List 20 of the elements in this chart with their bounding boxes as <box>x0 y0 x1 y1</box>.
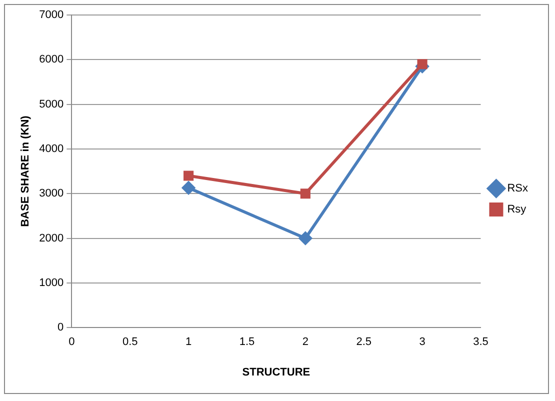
x-tick-label: 2.5 <box>356 336 372 348</box>
x-tick-label: 1 <box>185 336 192 348</box>
x-tick-label: 3 <box>419 336 426 348</box>
x-axis-title: STRUCTURE <box>242 366 310 378</box>
legend-label: RSx <box>507 182 528 195</box>
x-tick-label: 2 <box>302 336 308 348</box>
x-tick-label: 1.5 <box>239 336 255 348</box>
y-tick-label: 6000 <box>39 54 64 66</box>
y-tick-label: 5000 <box>39 98 64 110</box>
y-tick-label: 0 <box>58 322 64 334</box>
y-tick-label: 3000 <box>39 188 64 200</box>
legend-label: Rsy <box>507 204 527 216</box>
y-axis-title: BASE SHARE in (KN) <box>20 115 32 227</box>
y-tick-label: 2000 <box>39 232 64 244</box>
y-tick-label: 1000 <box>39 276 64 289</box>
x-tick-label: 3.5 <box>473 336 488 348</box>
y-tick-label: 4000 <box>39 143 64 156</box>
x-tick-label: 0.5 <box>122 336 138 348</box>
y-tick-label: 7000 <box>39 9 64 22</box>
x-tick-label: 0 <box>68 336 75 348</box>
